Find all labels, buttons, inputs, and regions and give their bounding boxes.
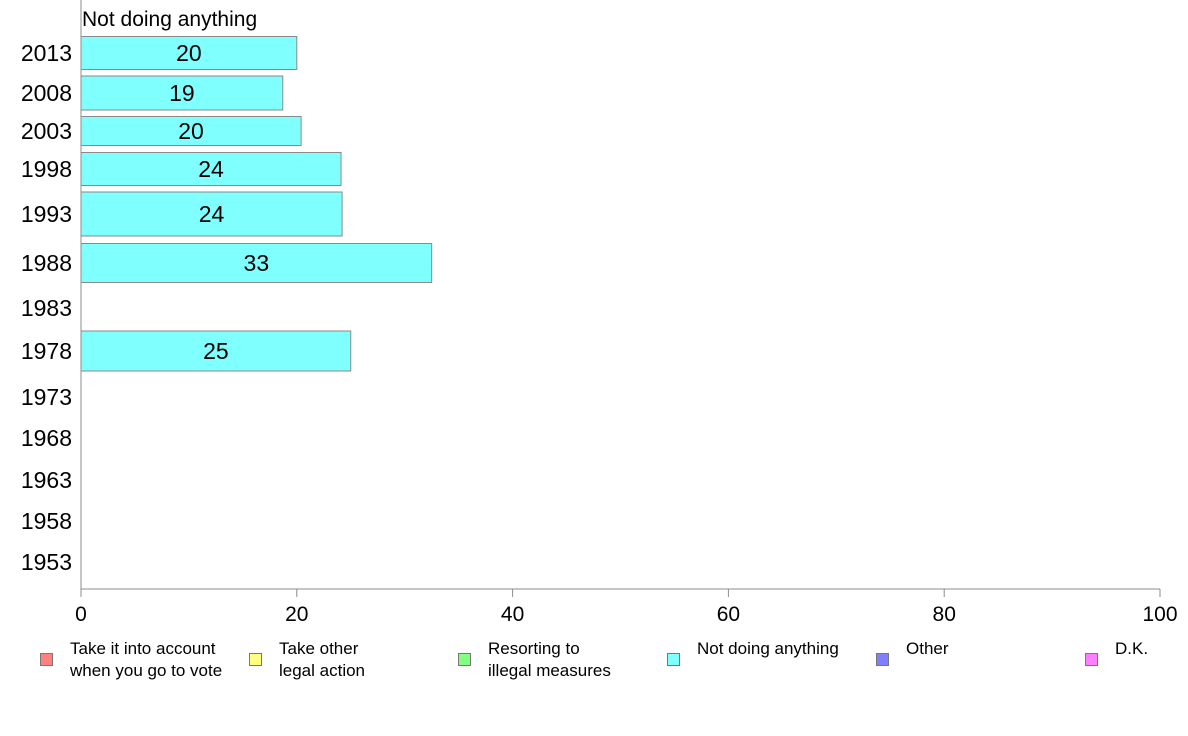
data-label-2003: 20: [178, 118, 204, 144]
chart-title: Not doing anything: [82, 8, 257, 31]
bar-1998: [80, 152, 342, 186]
legend-item-dk: D.K.: [1085, 638, 1148, 666]
legend-label-not-doing-anything: Not doing anything: [697, 639, 839, 658]
y-tick-label-2013: 2013: [21, 40, 72, 66]
y-tick-label-1958: 1958: [21, 508, 72, 534]
y-tick-label-1988: 1988: [21, 250, 72, 276]
y-tick-label-1963: 1963: [21, 467, 72, 493]
legend-swatch-legal-action: [249, 653, 262, 666]
x-tick-label-80: 80: [933, 603, 956, 626]
y-tick-label-1968: 1968: [21, 425, 72, 451]
legend-swatch-dk: [1085, 653, 1098, 666]
legend-item-legal-action: Take other legal action: [249, 638, 365, 682]
legend-label-illegal-measures: Resorting to illegal measures: [488, 639, 611, 680]
y-tick-label-1993: 1993: [21, 201, 72, 227]
legend-swatch-other: [876, 653, 889, 666]
x-tick-label-40: 40: [501, 603, 524, 626]
legend-label-dk: D.K.: [1115, 639, 1149, 658]
x-tick-label-20: 20: [285, 603, 308, 626]
y-tick-label-1953: 1953: [21, 549, 72, 575]
y-tick-label-1983: 1983: [21, 295, 72, 321]
legend-swatch-vote: [40, 653, 53, 666]
data-label-1998: 24: [198, 156, 224, 182]
legend-label-other: Other: [906, 639, 949, 658]
bar-1988: [80, 243, 433, 283]
y-tick-label-1973: 1973: [21, 384, 72, 410]
bar-2003: [80, 116, 302, 146]
bar-1978: [80, 330, 352, 372]
x-tick-label-60: 60: [717, 603, 740, 626]
data-label-1988: 33: [244, 250, 270, 276]
bar-1993: [80, 191, 343, 237]
y-tick-label-1978: 1978: [21, 338, 72, 364]
legend: Take it into account when you go to vote…: [0, 638, 1188, 698]
legend-item-not-doing-anything: Not doing anything: [667, 638, 839, 666]
legend-item-illegal-measures: Resorting to illegal measures: [458, 638, 611, 682]
x-tick-label-100: 100: [1142, 603, 1177, 626]
legend-swatch-not-doing-anything: [667, 653, 680, 666]
y-tick-label-2008: 2008: [21, 80, 72, 106]
bar-2013: [80, 36, 298, 70]
bar-2008: [80, 75, 284, 111]
data-label-1993: 24: [199, 201, 225, 227]
data-label-2008: 19: [169, 80, 195, 106]
legend-label-vote: Take it into account when you go to vote: [70, 639, 223, 680]
legend-item-vote: Take it into account when you go to vote: [40, 638, 222, 682]
legend-item-other: Other: [876, 638, 949, 666]
legend-label-legal-action: Take other legal action: [279, 639, 366, 680]
data-label-1978: 25: [203, 338, 229, 364]
data-label-2013: 20: [176, 40, 202, 66]
y-tick-label-1998: 1998: [21, 156, 72, 182]
legend-swatch-illegal-measures: [458, 653, 471, 666]
y-tick-label-2003: 2003: [21, 118, 72, 144]
x-tick-label-0: 0: [75, 603, 87, 626]
